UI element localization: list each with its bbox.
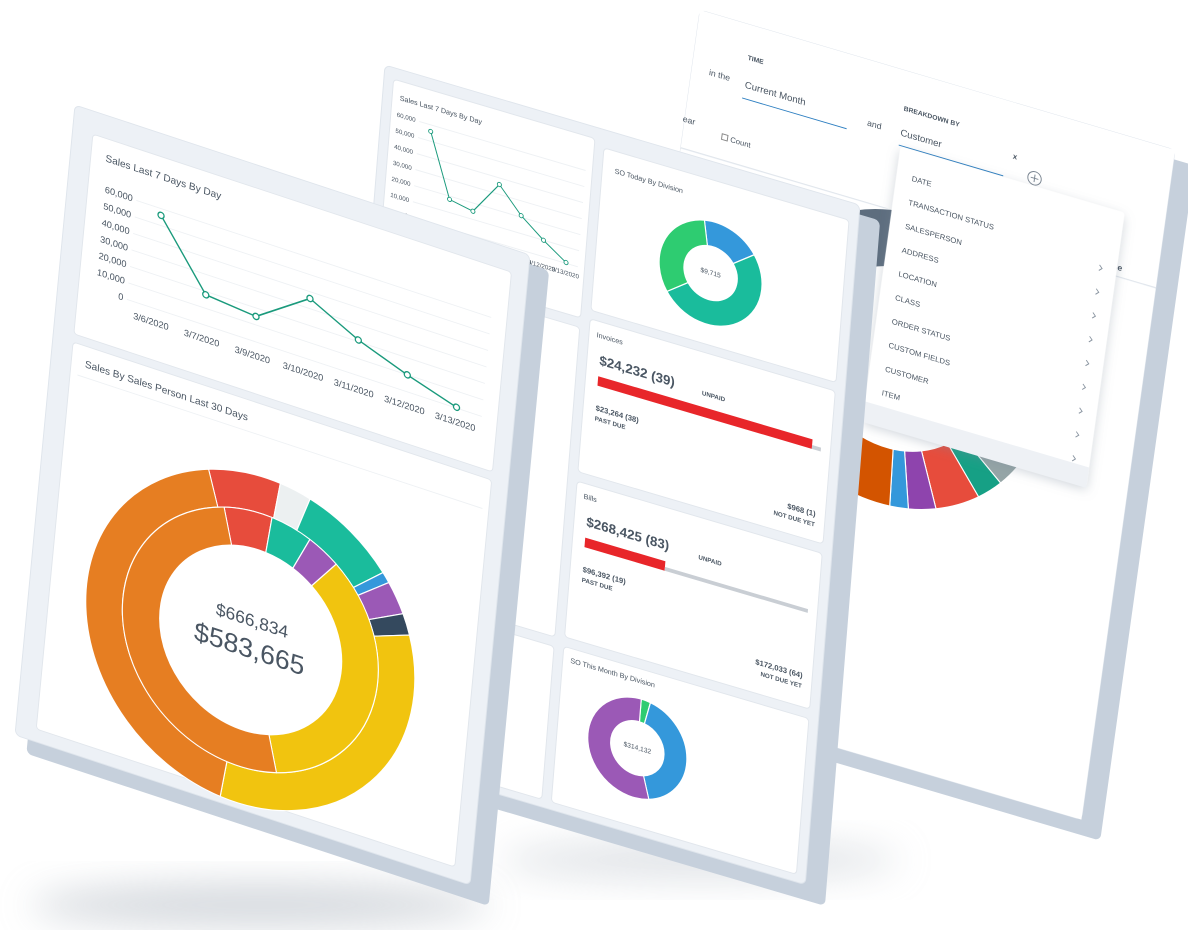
dashboard-panel: Sales Last 7 Days By Day010,00020,00030,… xyxy=(15,106,549,905)
bar-past-due xyxy=(597,376,813,449)
clear-button[interactable]: x xyxy=(1012,152,1018,162)
card xyxy=(577,319,836,544)
chevron xyxy=(1088,336,1093,343)
chevron xyxy=(1098,264,1103,271)
chevron xyxy=(1091,312,1097,319)
card xyxy=(564,481,823,709)
menu-hover xyxy=(862,401,1090,488)
donut-slice xyxy=(121,506,278,774)
point xyxy=(563,259,569,266)
grid-line xyxy=(419,121,586,171)
grid-line xyxy=(136,199,492,318)
text: and xyxy=(867,118,883,132)
donut-slice xyxy=(642,701,688,800)
divider xyxy=(77,374,483,509)
chevron xyxy=(1095,288,1100,295)
point xyxy=(470,208,476,214)
donut-slice xyxy=(666,254,763,327)
field-label: TIME xyxy=(747,55,764,67)
point xyxy=(428,128,434,135)
card xyxy=(590,148,850,383)
grid-line xyxy=(133,232,489,351)
grid-line xyxy=(129,265,485,384)
grid-line xyxy=(128,282,484,401)
grid-line xyxy=(412,201,580,252)
underline xyxy=(742,97,847,130)
grid-line xyxy=(418,137,585,188)
point xyxy=(447,196,453,203)
text: ear xyxy=(682,114,696,127)
add-button[interactable] xyxy=(1027,170,1042,187)
grid-line xyxy=(414,185,581,236)
chevron xyxy=(1085,359,1090,367)
grid-line xyxy=(126,298,482,417)
point xyxy=(354,336,363,344)
dropdown xyxy=(862,147,1125,486)
checkbox[interactable] xyxy=(720,133,729,142)
point xyxy=(518,213,524,219)
point xyxy=(157,211,165,220)
card-title: Bills xyxy=(583,492,597,505)
bar-not-due xyxy=(664,566,809,613)
chevron xyxy=(1075,431,1080,438)
bar-not-due xyxy=(811,445,822,452)
add-icon xyxy=(1030,174,1039,183)
y-tick-label: 0 xyxy=(118,291,124,302)
chevron xyxy=(1071,455,1077,462)
grid-line xyxy=(416,153,584,204)
bar-past-due xyxy=(584,537,666,571)
donut-slice xyxy=(658,219,709,293)
point xyxy=(306,294,314,303)
point xyxy=(452,403,461,412)
point xyxy=(403,370,412,379)
chevron xyxy=(1081,383,1087,390)
grid-line xyxy=(134,216,490,335)
shadow xyxy=(30,883,490,927)
point xyxy=(202,290,210,299)
point xyxy=(496,181,502,188)
chevron xyxy=(1078,407,1083,414)
underline xyxy=(898,144,1004,177)
donut-slice xyxy=(587,696,650,800)
point xyxy=(541,237,547,243)
point xyxy=(252,312,260,321)
